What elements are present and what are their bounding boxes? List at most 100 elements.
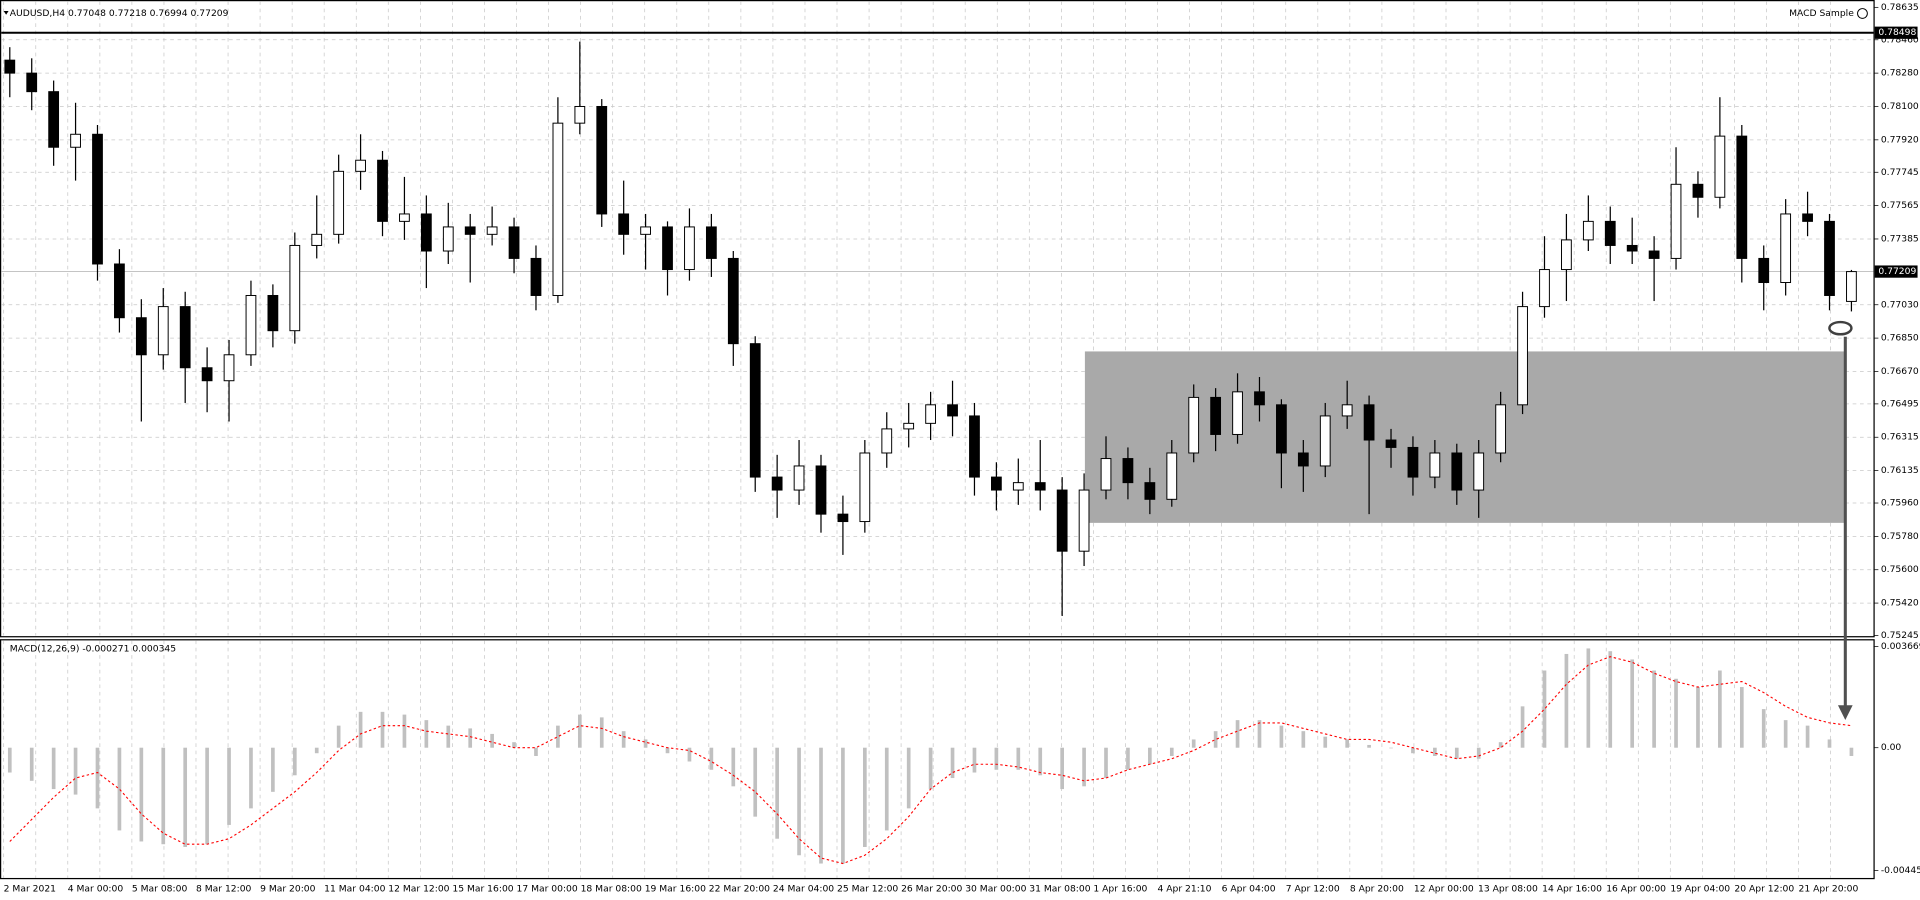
macd-bar (1323, 736, 1328, 748)
macd-bar (1608, 651, 1613, 748)
level-label: 0.78498 (1878, 27, 1916, 38)
macd-bar (271, 747, 275, 792)
x-tick-label: 20 Apr 12:00 (1734, 883, 1794, 894)
candle-body (1188, 396, 1200, 454)
candle-body (1144, 482, 1156, 500)
macd-bar (797, 747, 801, 856)
macd-bar (314, 747, 319, 754)
x-tick-label: 22 Mar 20:00 (709, 883, 770, 894)
y-tick-label: 0.77565 (1881, 200, 1919, 211)
y-tick-label: 0.75780 (1881, 531, 1919, 542)
candle-body (48, 91, 60, 148)
macd-bar (950, 747, 955, 779)
macd-bar (1586, 648, 1591, 748)
candle-body (92, 133, 103, 265)
macd-bar (7, 747, 12, 773)
macd-bar (1345, 739, 1350, 748)
marks (1, 31, 1874, 865)
candle-body (815, 465, 827, 515)
macd-bar (1542, 670, 1547, 748)
y-tick-label: 0.75600 (1881, 564, 1919, 575)
y-tick-label: 0.76315 (1881, 432, 1919, 443)
macd-bar (1082, 747, 1086, 787)
macd-bar (446, 725, 451, 748)
y-tick-label: 0.76670 (1881, 366, 1919, 377)
macd-bar (1038, 747, 1043, 776)
candle-body (1429, 452, 1441, 478)
macd-bar (1148, 747, 1152, 765)
x-tick-label: 21 Apr 20:00 (1799, 883, 1859, 894)
x-tick-label: 14 Apr 16:00 (1542, 883, 1602, 894)
candle-body (705, 226, 717, 259)
candle-body (179, 306, 191, 369)
macd-bar (1498, 742, 1503, 748)
x-tick-label: 13 Apr 08:00 (1478, 883, 1538, 894)
candle-body (684, 226, 695, 271)
y-tick-label: 0.75420 (1881, 598, 1919, 609)
candle-body (420, 213, 432, 252)
candle-body (486, 226, 498, 235)
macd-bar (1805, 725, 1810, 748)
current-price-label: 0.77209 (1878, 266, 1916, 277)
candle-body (355, 159, 366, 172)
ellipse-marker (1828, 320, 1853, 336)
candle-body (947, 404, 958, 417)
macd-bar (1761, 709, 1766, 748)
candle-body (1385, 439, 1397, 448)
candle-body (1604, 220, 1616, 246)
signal-line (9, 656, 1852, 865)
macd-bar (621, 731, 626, 748)
x-tick-label: 9 Mar 20:00 (260, 883, 316, 894)
candle-body (771, 476, 783, 491)
macd-bar (928, 747, 933, 790)
candle-body (1341, 404, 1353, 417)
macd-bar (643, 739, 648, 748)
candle-body (1122, 458, 1134, 484)
macd-bar (29, 747, 34, 781)
x-tick-label: 11 Mar 04:00 (324, 883, 385, 894)
x-tick-label: 8 Apr 20:00 (1350, 883, 1404, 894)
candle-body (4, 59, 16, 74)
candle-body (1495, 404, 1507, 454)
x-tick-label: 17 Mar 00:00 (516, 883, 577, 894)
macd-bar (490, 733, 494, 748)
candle-body (596, 105, 608, 215)
price-panel (0, 0, 1875, 638)
macd-bar (577, 714, 582, 748)
candle-body (1232, 391, 1243, 435)
candle-body (793, 465, 805, 491)
macd-bar (1191, 739, 1196, 748)
candle-body (749, 343, 761, 478)
candle-body (399, 213, 410, 222)
macd-bar (731, 747, 736, 787)
macd-bar (534, 747, 538, 756)
candle-body (1100, 458, 1112, 491)
macd-header: MACD(12,26,9) -0.000271 0.000345 (10, 643, 176, 654)
macd-bar (1411, 747, 1415, 754)
y-tick-label: 0.78280 (1881, 68, 1919, 79)
macd-bar (468, 728, 473, 748)
candle-body (1692, 183, 1704, 198)
candle-body (837, 513, 849, 523)
symbol-header: AUDUSD,H4 0.77048 0.77218 0.76994 0.7720… (10, 8, 229, 19)
x-tick-label: 1 Apr 16:00 (1093, 883, 1147, 894)
macd-bar (1827, 739, 1832, 748)
candle-body (1846, 271, 1857, 302)
macd-bar (95, 747, 100, 809)
candle-body (1078, 489, 1090, 552)
x-tick-label: 18 Mar 08:00 (581, 883, 642, 894)
macd-bar (1520, 706, 1525, 748)
y-tick-label: 0.76135 (1881, 465, 1919, 476)
x-tick-label: 30 Mar 00:00 (965, 883, 1026, 894)
macd-bar (358, 711, 363, 748)
macd-bar (1564, 653, 1569, 748)
candle-body (881, 428, 893, 454)
macd-bar (512, 742, 516, 748)
candle-body (969, 415, 980, 478)
candle-body (1714, 135, 1726, 198)
candle-body (640, 226, 651, 235)
y-tick-label: 0.75960 (1881, 498, 1919, 509)
candle-body (311, 233, 323, 246)
